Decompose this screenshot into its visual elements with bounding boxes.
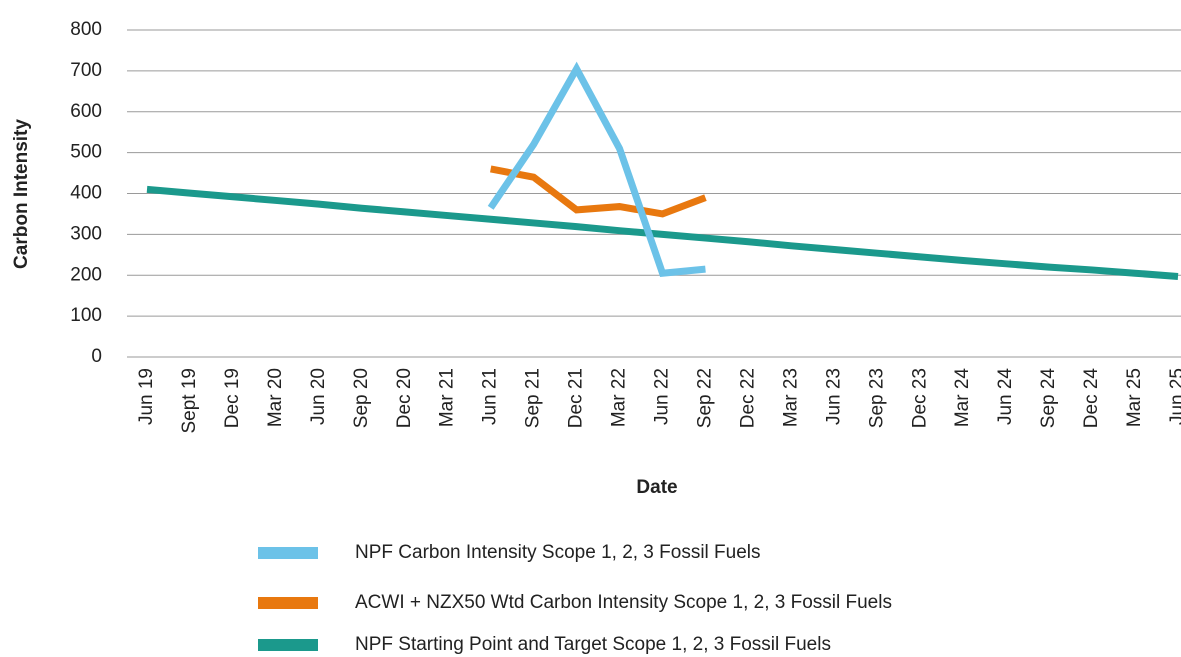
- x-tick-label: Dec 19: [222, 368, 243, 428]
- x-tick-label: Mar 24: [952, 368, 973, 428]
- x-tick-label: Jun 19: [136, 368, 157, 425]
- series-line: [490, 165, 707, 218]
- x-tick-label: Mar 20: [265, 368, 286, 427]
- x-tick-label: Jun 24: [995, 368, 1016, 425]
- x-tick-label: Sep 21: [523, 368, 544, 428]
- x-tick-label: Dec 22: [737, 368, 758, 428]
- x-axis-label: Date: [636, 477, 677, 498]
- x-tick-label: Jun 23: [823, 368, 844, 425]
- x-tick-label: Jun 22: [652, 368, 673, 425]
- x-tick-label: Mar 23: [780, 368, 801, 427]
- x-tick-label: Sep 23: [866, 368, 887, 428]
- x-tick-label: Dec 23: [909, 368, 930, 428]
- x-tick-label: Mar 22: [609, 368, 630, 427]
- y-tick-label: 100: [70, 305, 102, 326]
- legend-label: ACWI + NZX50 Wtd Carbon Intensity Scope …: [355, 592, 892, 613]
- x-tick-label: Mar 21: [437, 368, 458, 427]
- y-tick-label: 500: [70, 142, 102, 163]
- series-line: [487, 61, 706, 277]
- y-tick-label: 200: [70, 264, 102, 285]
- legend-label: NPF Starting Point and Target Scope 1, 2…: [355, 634, 831, 655]
- x-tick-label: Dec 21: [566, 368, 587, 428]
- x-tick-label: Sept 19: [179, 368, 200, 434]
- y-tick-label: 300: [70, 223, 102, 244]
- y-tick-label: 700: [70, 60, 102, 81]
- x-tick-label: Jun 21: [480, 368, 501, 425]
- x-tick-label: Jun 25: [1167, 368, 1181, 425]
- y-tick-label: 400: [70, 183, 102, 204]
- x-tick-label: Jun 20: [308, 368, 329, 425]
- x-tick-label: Mar 25: [1124, 368, 1145, 427]
- x-tick-label: Dec 20: [394, 368, 415, 428]
- x-tick-label: Sep 20: [351, 368, 372, 428]
- y-axis-label: Carbon Intensity: [11, 119, 32, 269]
- legend-label: NPF Carbon Intensity Scope 1, 2, 3 Fossi…: [355, 542, 761, 563]
- y-tick-label: 800: [70, 19, 102, 40]
- x-tick-label: Sep 24: [1038, 368, 1059, 429]
- y-tick-label: 600: [70, 101, 102, 122]
- x-tick-label: Dec 24: [1081, 368, 1102, 429]
- series-line: [146, 185, 1179, 280]
- y-tick-label: 0: [91, 346, 102, 367]
- x-tick-label: Sep 22: [694, 368, 715, 428]
